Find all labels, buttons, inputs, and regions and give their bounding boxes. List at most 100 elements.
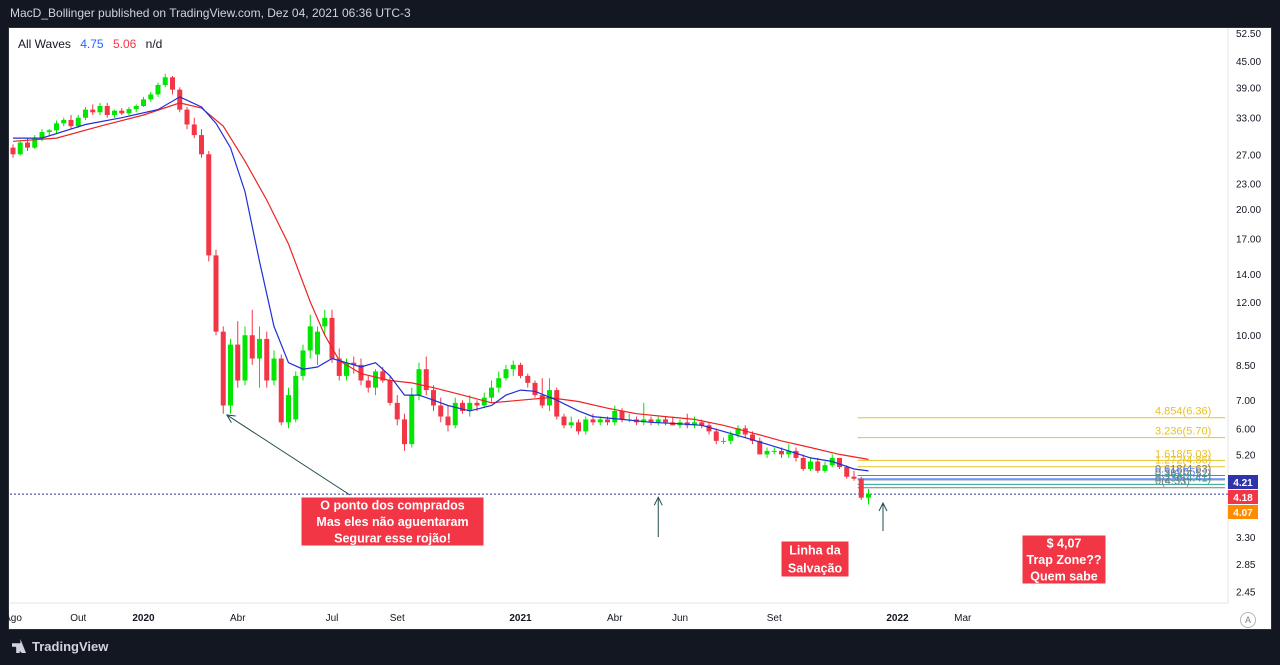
candle-body <box>278 358 284 423</box>
candle-body <box>590 419 596 423</box>
auto-scale-button[interactable]: A <box>1240 612 1256 628</box>
candle-body <box>10 147 16 155</box>
x-tick-label: 2022 <box>886 613 909 624</box>
annotation-text: O ponto dos comprados <box>320 499 464 513</box>
candle-body <box>648 419 654 423</box>
price-tag <box>1228 490 1258 504</box>
candle-body <box>46 130 52 133</box>
x-tick-label: Ago <box>4 613 22 624</box>
candle-body <box>351 362 357 365</box>
candle-body <box>786 450 792 455</box>
candle-body <box>416 369 422 396</box>
candle-body <box>837 457 842 468</box>
tradingview-logo[interactable]: TradingView <box>12 639 108 654</box>
candle-body <box>532 382 538 396</box>
candle-body <box>90 109 96 113</box>
annotation-arrowhead <box>653 496 663 506</box>
candle-body <box>97 105 103 113</box>
annotation-arrowhead <box>878 501 888 512</box>
candle-body <box>489 387 494 398</box>
annotation-text: Trap Zone?? <box>1027 553 1102 567</box>
y-tick-label: 20.00 <box>1236 205 1261 216</box>
candle-body <box>220 331 226 406</box>
candle-body <box>655 419 661 423</box>
candle-body <box>322 317 328 327</box>
publish-header-text: MacD_Bollinger published on TradingView.… <box>10 6 411 20</box>
candle-body <box>293 375 299 420</box>
annotation-text: $ 4,07 <box>1047 537 1082 551</box>
candle-body <box>75 117 81 127</box>
x-tick-label: 2020 <box>132 613 155 624</box>
candle-body <box>757 440 763 455</box>
x-tick-label: Set <box>390 613 405 624</box>
candle-body <box>866 494 871 498</box>
candle-body <box>576 422 581 432</box>
candle-body <box>699 422 705 426</box>
candle-body <box>713 431 719 441</box>
annotation-text: Linha da <box>789 544 841 558</box>
legend-name: All Waves <box>18 37 71 51</box>
candle-body <box>474 402 480 406</box>
annotation-text: Segurar esse rojão! <box>334 531 451 545</box>
annotation-box <box>780 540 850 578</box>
candle-body <box>793 450 799 458</box>
candle-body <box>583 419 589 432</box>
candle-body <box>300 350 306 376</box>
candle-body <box>597 419 603 423</box>
candle-body <box>692 422 697 426</box>
annotation-arrowhead <box>225 414 236 423</box>
y-tick-label: 45.00 <box>1236 57 1261 68</box>
fib-level-label: 0.618(4.63) <box>1155 464 1211 476</box>
candle-body <box>496 378 502 388</box>
x-tick-label: Mar <box>954 613 972 624</box>
legend-value-na: n/d <box>145 37 163 51</box>
candle-body <box>104 105 110 115</box>
tradingview-brand: TradingView <box>32 639 109 654</box>
y-tick-label: 17.00 <box>1236 235 1261 246</box>
candle-body <box>271 358 277 381</box>
annotation-text: Salvação <box>788 562 843 576</box>
candle-body <box>467 402 473 411</box>
candle-body <box>510 364 516 370</box>
candle-body <box>315 331 320 355</box>
candle-body <box>706 425 712 432</box>
y-tick-label: 6.00 <box>1236 424 1256 435</box>
candle-body <box>184 109 190 125</box>
candle-body <box>561 416 567 426</box>
y-tick-label: 8.50 <box>1236 361 1256 372</box>
y-tick-label: 2.45 <box>1236 587 1256 598</box>
candle-body <box>177 89 183 110</box>
candle-body <box>452 402 458 426</box>
annotation-text: Mas eles não aguentaram <box>316 515 468 529</box>
candle-body <box>329 317 335 359</box>
x-tick-label: Abr <box>607 613 623 624</box>
fib-level-label: 3.236(5.70) <box>1155 426 1211 438</box>
annotation-arrow <box>226 414 351 496</box>
price-tag <box>1228 475 1258 489</box>
y-tick-label: 5.20 <box>1236 450 1256 461</box>
candle-body <box>162 77 168 85</box>
candle-body <box>800 457 806 469</box>
candle-body <box>735 428 741 435</box>
candle-body <box>155 84 161 95</box>
candle-body <box>445 416 451 426</box>
candle-body <box>25 142 30 148</box>
candle-body <box>438 405 444 417</box>
tradingview-logo-icon <box>12 639 26 653</box>
x-tick-label: Jul <box>326 613 339 624</box>
y-tick-label: 2.85 <box>1236 560 1256 571</box>
x-tick-label: Set <box>767 613 782 624</box>
candle-body <box>619 410 625 420</box>
price-tag-label: 4.21 <box>1233 478 1253 489</box>
fib-level-label: 0.382(4.52) <box>1155 468 1211 480</box>
candle-body <box>191 124 197 136</box>
y-tick-label: 23.00 <box>1236 179 1261 190</box>
candle-body <box>402 419 407 445</box>
candle-body <box>112 110 117 115</box>
candle-body <box>844 467 850 477</box>
candle-body <box>822 465 828 471</box>
candle-body <box>431 390 436 406</box>
ema-fast-line <box>13 96 869 472</box>
candle-body <box>235 344 241 381</box>
